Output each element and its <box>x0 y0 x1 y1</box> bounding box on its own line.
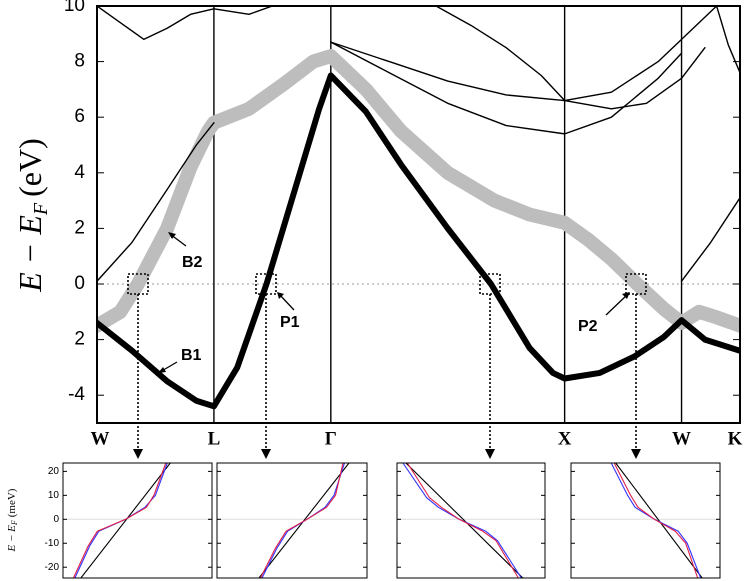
band <box>97 6 274 41</box>
band <box>406 463 519 578</box>
frame <box>96 5 741 424</box>
frame <box>62 462 213 579</box>
band <box>680 197 740 282</box>
arrow-head <box>485 449 495 459</box>
y-tick-label: -4 <box>68 384 85 405</box>
y-label-sub: F <box>30 202 52 216</box>
band <box>74 463 168 578</box>
band <box>97 72 740 410</box>
arrow <box>278 293 295 311</box>
arrow-head <box>133 449 143 459</box>
x-tick-label: K <box>728 428 743 449</box>
x-tick-label: W <box>672 428 691 449</box>
x-tick-label: Γ <box>325 428 337 449</box>
y-tick-label: -20 <box>45 562 60 573</box>
y-label-main: E − E <box>12 215 48 293</box>
band <box>405 463 524 578</box>
arrow-head <box>158 367 166 373</box>
frame <box>396 462 546 579</box>
annotation: P1 <box>280 314 300 331</box>
y-tick-label: 20 <box>48 466 60 477</box>
series <box>258 463 350 578</box>
inset <box>216 462 368 579</box>
annotation: B2 <box>182 254 203 271</box>
x-tick-label: L <box>208 428 221 449</box>
inset-y-label-unit: (meV) <box>6 488 18 517</box>
inset <box>396 462 546 579</box>
arrow <box>605 293 629 316</box>
frame <box>216 462 368 579</box>
y-tick-label: 2 <box>74 329 85 350</box>
annotation-arrows <box>159 233 629 373</box>
x-tick-label: X <box>558 428 572 449</box>
y-tick-label: 0 <box>74 273 85 294</box>
band <box>97 122 215 282</box>
inset-y-label-sub: F <box>10 520 19 526</box>
series <box>610 463 703 578</box>
arrow-head <box>261 449 271 459</box>
drop-heads <box>133 449 641 459</box>
band <box>715 6 740 74</box>
y-tick-label: 8 <box>74 51 85 72</box>
inset: -20 -10 0 10 20 <box>45 462 213 579</box>
inset-y-label-main: E − E <box>6 525 18 553</box>
series <box>97 6 740 410</box>
inset-y-axis-label: E − EF (meV) <box>6 488 19 552</box>
x-tick-label: W <box>91 428 110 449</box>
arrow-head <box>277 292 284 299</box>
band <box>259 463 344 578</box>
band <box>72 463 167 578</box>
fermi-boxes <box>127 273 647 450</box>
y-tick-label: 10 <box>48 490 60 501</box>
annotation: B1 <box>181 347 202 364</box>
main-plot: -4 2 0 2 4 6 8 10 W L Γ X W K <box>64 0 743 449</box>
y-axis-label: E − EF (eV) <box>12 138 51 293</box>
band <box>97 49 740 333</box>
arrow-heads <box>158 232 630 373</box>
y-label-unit: (eV) <box>12 138 48 197</box>
arrow-head <box>631 449 641 459</box>
band <box>330 41 683 135</box>
y-tick-label: 10 <box>64 0 85 16</box>
y-tick-label: 4 <box>74 162 85 183</box>
series <box>72 463 171 578</box>
series <box>402 463 524 578</box>
arrow-head <box>168 232 176 239</box>
inset <box>570 462 721 579</box>
y-tick-label: 2 <box>74 217 85 238</box>
annotation: P2 <box>578 318 598 335</box>
y-tick-label: -10 <box>45 538 60 549</box>
y-tick-label: 6 <box>74 106 85 127</box>
frame <box>570 462 721 579</box>
band <box>613 463 699 578</box>
band <box>80 463 171 578</box>
y-tick-label: 0 <box>53 514 59 525</box>
band <box>261 463 346 578</box>
band <box>615 463 703 578</box>
band <box>330 6 718 102</box>
band <box>435 6 706 110</box>
